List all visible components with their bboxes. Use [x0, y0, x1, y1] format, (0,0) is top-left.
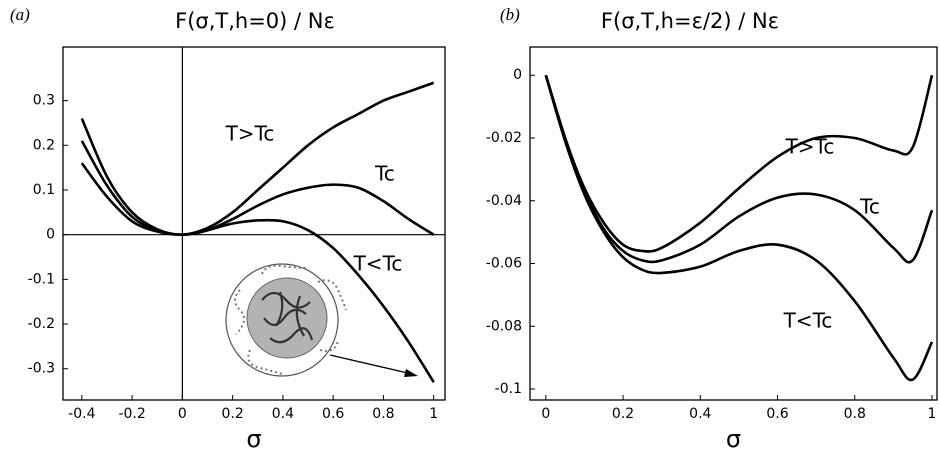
panel-label: (b) — [500, 5, 520, 24]
x-tick-label: 1 — [429, 406, 438, 422]
chains — [261, 291, 314, 344]
inset-diagram — [225, 263, 418, 377]
panel: (a) F(σ,T,h=0) / Nε σ -0.4 -0.2 0 0.2 0.4 0.6 0.8… — [10, 5, 446, 453]
y-tick-label: 0.1 — [33, 182, 55, 198]
arrow-line — [329, 354, 413, 375]
y-tick-label: 0.3 — [33, 93, 55, 109]
x-tick-label: 0.8 — [844, 406, 866, 422]
y-tick-label: -0.1 — [495, 381, 522, 397]
y-tick-label: -0.2 — [28, 316, 55, 332]
y-tick-label: -0.08 — [486, 318, 522, 334]
y-tick-label: 0 — [513, 67, 522, 83]
series-label: T>Tc — [785, 135, 835, 159]
micelle-core — [246, 277, 328, 359]
x-tick-label: -0.4 — [68, 406, 95, 422]
x-axis-label: σ — [726, 425, 741, 453]
x-axis-label: σ — [246, 425, 261, 453]
x-tick-label: -0.2 — [118, 406, 145, 422]
y-tick-label: -0.1 — [28, 271, 55, 287]
curve — [80, 140, 435, 236]
series-label: Tc — [859, 195, 880, 219]
x-tick-label: 0.8 — [372, 406, 394, 422]
series-label: T<Tc — [353, 252, 403, 276]
panel-label: (a) — [10, 5, 30, 24]
series-label: Tc — [374, 162, 395, 186]
x-tick-label: 0.2 — [612, 406, 634, 422]
y-tick-label: -0.04 — [486, 193, 522, 209]
x-tick-label: 0.4 — [272, 406, 294, 422]
series-label: T<Tc — [783, 309, 833, 333]
x-tick-label: 0.6 — [322, 406, 344, 422]
y-tick-label: -0.06 — [486, 256, 522, 272]
x-tick-label: 0.2 — [222, 406, 244, 422]
series-label: T>Tc — [225, 122, 275, 146]
plot-frame — [529, 46, 938, 401]
plot-frame — [62, 46, 446, 401]
x-tick-label: 0.4 — [689, 406, 711, 422]
y-tick-label: -0.3 — [28, 361, 55, 377]
x-tick-label: 0 — [178, 406, 187, 422]
x-tick-label: 0.6 — [766, 406, 788, 422]
x-tick-label: 0 — [541, 406, 550, 422]
y-tick-label: -0.02 — [486, 130, 522, 146]
x-tick-label: 1 — [928, 406, 937, 422]
chart-title: F(σ,T,h=0) / Nε — [175, 9, 335, 33]
curve — [80, 162, 435, 383]
arrow-head — [404, 369, 418, 377]
y-tick-label: 0.2 — [33, 137, 55, 153]
panel: (b) F(σ,T,h=ε/2) / Nε σ 0 0.2 0.4 0.6 0.8 1 -0.1 -… — [486, 5, 938, 453]
curve — [544, 74, 934, 382]
y-tick-label: 0 — [46, 227, 55, 243]
curve — [544, 74, 934, 253]
curve — [80, 81, 435, 236]
chart-title: F(σ,T,h=ε/2) / Nε — [601, 9, 779, 33]
